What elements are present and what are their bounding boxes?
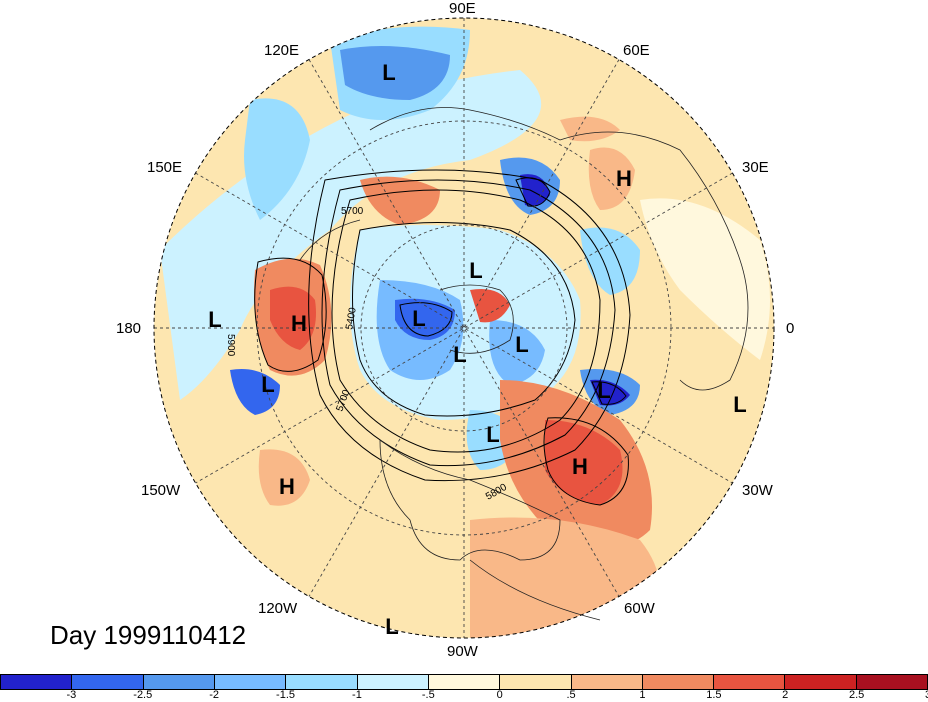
low-center-marker: L [412,306,425,331]
contour-label: 5700 [341,206,364,217]
low-center-marker: L [597,378,610,403]
colorbar-swatch [286,675,358,689]
colorbar-swatch [214,675,287,689]
colorbar-swatch [642,675,715,689]
colorbar-tick-label: -.5 [421,689,435,701]
high-center-marker: H [572,454,588,479]
colorbar-swatch [714,675,786,689]
colorbar-swatch [571,675,643,689]
low-center-marker: L [453,342,466,367]
colorbar-tick-label: .5 [566,689,576,701]
low-center-marker: L [382,60,395,85]
colorbar-tick-label: -2 [209,689,220,701]
colorbar-swatch [72,675,144,689]
colorbar-swatch [357,675,429,689]
anomaly-field [154,18,774,638]
low-center-marker: L [486,422,499,447]
colorbar-tick-label: 2.5 [848,689,865,701]
lon-label-30w: 30W [742,482,773,499]
colorbar-swatch [428,675,501,689]
graticule [154,18,774,638]
map-boundary [153,17,775,639]
day-title: Day 1999110412 [50,620,247,650]
colorbar-swatch [143,675,215,689]
colorbar-swatch [500,675,572,689]
colorbar-swatch [856,675,928,689]
high-center-marker: H [291,311,307,336]
colorbar-tick-label: 2 [782,689,789,701]
lon-label-60w: 60W [624,600,655,617]
colorbar-tick-label: -1.5 [276,689,296,701]
colorbar-tick-label: -2.5 [133,689,153,701]
high-center-marker: H [279,474,295,499]
contour-label: 5400 [344,306,359,330]
lon-label-30e: 30E [742,159,769,176]
lon-label-90e: 90E [449,0,476,17]
colorbar-swatch [1,675,73,689]
low-center-marker: L [261,372,274,397]
polar-map: 5700 5400 5900 5700 5800 L H L L H L L L… [153,17,775,639]
lon-label-0: 0 [786,320,795,337]
colorbar-swatch [785,675,857,689]
lon-label-90w: 90W [447,643,478,660]
colorbar-tick-label: -1 [352,689,362,701]
lon-label-120w: 120W [258,600,298,617]
colorbar-tick-label: 1 [639,689,646,701]
lon-label-120e: 120E [264,42,300,59]
low-center-marker: L [469,258,482,283]
colorbar-tick-label: 0 [496,689,503,701]
lon-label-150e: 150E [147,159,183,176]
low-center-marker: L [385,614,398,639]
low-center-marker: L [515,332,528,357]
colorbar-tick-label: 3 [925,689,928,701]
colorbar-tick-label: 1.5 [706,689,722,701]
lon-label-60e: 60E [623,42,650,59]
height-contours [254,169,631,506]
pressure-centers: L H L L H L L L L L H L H L L [208,60,746,639]
lon-label-180: 180 [116,320,142,337]
low-center-marker: L [208,307,221,332]
high-center-marker: H [616,166,632,191]
lon-label-150w: 150W [141,482,181,499]
colorbar-tick-label: -3 [66,689,77,701]
contour-label: 5900 [225,334,236,357]
colorbar [0,674,928,690]
low-center-marker: L [733,392,746,417]
